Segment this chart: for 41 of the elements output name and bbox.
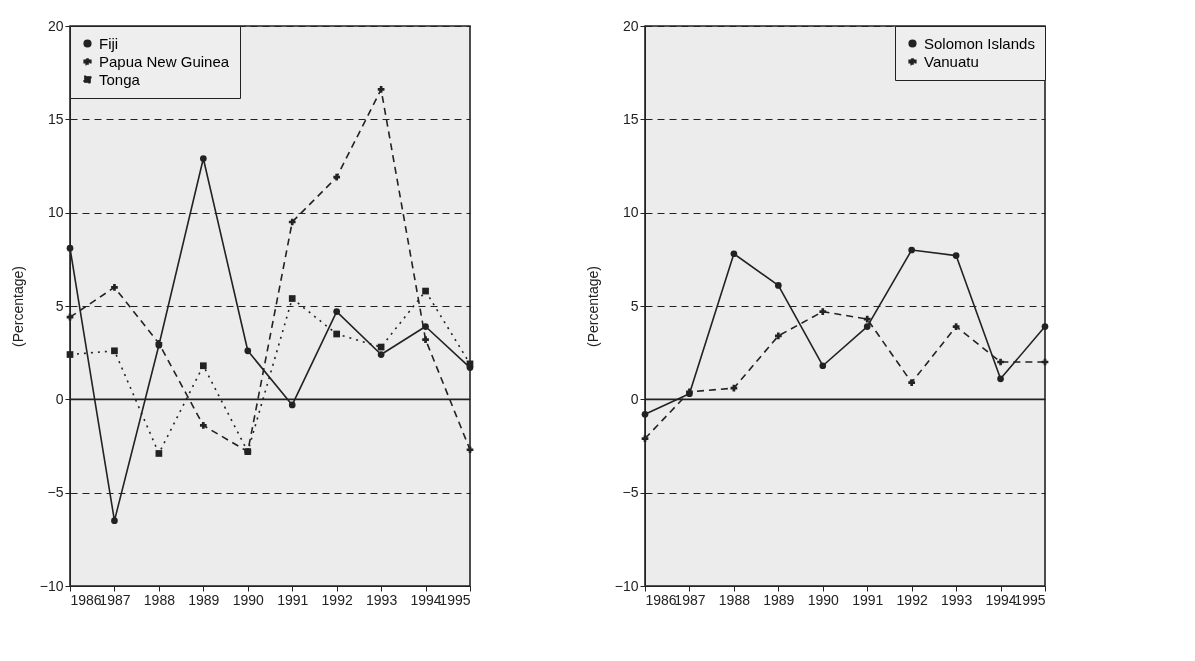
x-tick-label: 1993 <box>941 591 973 608</box>
x-tick-label: 1990 <box>232 591 265 608</box>
x-tick-label: 1995 <box>439 591 471 608</box>
x-tick-label: 1995 <box>1014 591 1046 608</box>
y-tick-label: 10 <box>47 204 64 221</box>
x-tick-label: 1986 <box>70 591 102 608</box>
x-tick-label: 1988 <box>143 591 176 608</box>
y-tick-label: −5 <box>47 484 64 501</box>
y-tick-label: 15 <box>622 110 639 127</box>
legend-label: Tonga <box>99 70 141 88</box>
y-tick-label: 20 <box>622 17 639 34</box>
x-tick-label: 1989 <box>188 591 220 608</box>
x-tick-label: 1991 <box>277 591 309 608</box>
y-axis-title: (Percentage) <box>584 266 601 347</box>
y-tick-label: −10 <box>39 577 64 594</box>
y-tick-label: 15 <box>47 110 64 127</box>
legend-label: Vanuatu <box>924 52 979 70</box>
legend-label: Fiji <box>99 34 119 52</box>
legend-label: Papua New Guinea <box>99 52 230 70</box>
x-tick-label: 1993 <box>366 591 398 608</box>
y-tick-label: 0 <box>55 390 64 407</box>
x-tick-label: 1988 <box>718 591 751 608</box>
y-tick-label: 5 <box>55 297 64 314</box>
x-tick-label: 1992 <box>896 591 928 608</box>
y-axis-title: (Percentage) <box>9 266 26 347</box>
legend-label: Solomon Islands <box>924 34 1035 52</box>
x-tick-label: 1987 <box>674 591 706 608</box>
y-tick-label: 0 <box>630 390 639 407</box>
x-tick-label: 1994 <box>985 591 1017 608</box>
x-tick-label: 1989 <box>763 591 795 608</box>
x-tick-label: 1992 <box>321 591 353 608</box>
x-tick-label: 1987 <box>99 591 131 608</box>
y-tick-label: −5 <box>622 484 639 501</box>
x-tick-label: 1991 <box>852 591 884 608</box>
y-tick-label: −10 <box>614 577 639 594</box>
y-tick-label: 5 <box>630 297 639 314</box>
x-tick-label: 1990 <box>807 591 840 608</box>
x-tick-label: 1994 <box>410 591 442 608</box>
y-tick-label: 10 <box>622 204 639 221</box>
x-tick-label: 1986 <box>645 591 677 608</box>
y-tick-label: 20 <box>47 17 64 34</box>
